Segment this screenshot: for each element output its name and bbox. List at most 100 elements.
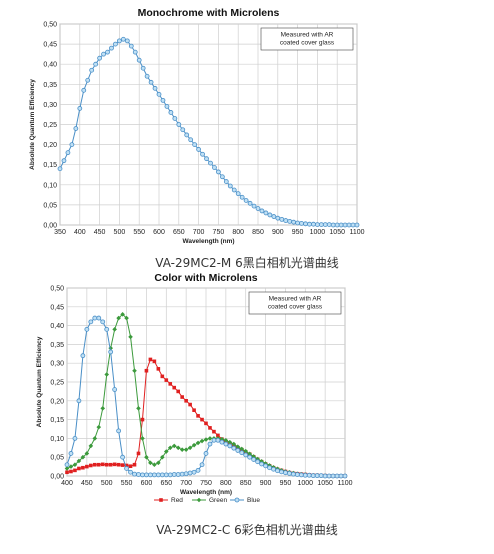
x-tick-label: 1000 bbox=[310, 229, 326, 236]
data-point bbox=[109, 45, 114, 51]
data-point bbox=[176, 389, 180, 394]
data-point bbox=[263, 210, 269, 216]
y-tick-label: 0,40 bbox=[43, 62, 57, 69]
y-tick-label: 0,05 bbox=[43, 202, 57, 209]
data-point bbox=[247, 200, 253, 206]
data-point bbox=[191, 442, 197, 448]
legend-marker bbox=[234, 497, 240, 503]
data-point bbox=[72, 435, 78, 441]
data-point bbox=[144, 73, 150, 79]
data-point bbox=[227, 183, 233, 189]
data-point bbox=[93, 61, 99, 67]
data-point bbox=[330, 473, 336, 479]
data-point bbox=[326, 473, 332, 479]
data-point bbox=[140, 417, 145, 422]
x-tick-label: 450 bbox=[94, 229, 106, 236]
data-point bbox=[167, 472, 173, 478]
data-point bbox=[191, 469, 197, 475]
legend-item-blue: Blue bbox=[230, 497, 260, 504]
data-point bbox=[291, 219, 297, 225]
x-tick-label: 400 bbox=[61, 480, 73, 487]
data-point bbox=[140, 65, 146, 71]
data-point bbox=[164, 104, 170, 109]
data-point bbox=[298, 472, 304, 478]
data-point bbox=[124, 463, 129, 468]
data-point bbox=[330, 222, 336, 228]
data-point bbox=[163, 449, 169, 454]
data-point bbox=[156, 91, 162, 97]
data-point bbox=[350, 222, 356, 228]
data-point bbox=[267, 212, 273, 218]
data-point bbox=[183, 447, 189, 452]
data-point bbox=[132, 368, 137, 374]
data-point bbox=[310, 473, 316, 479]
data-point bbox=[200, 151, 205, 157]
data-point bbox=[211, 437, 217, 443]
chart-color: Color with Microlens 400 450 500 550 600 650 70… bbox=[36, 272, 353, 504]
data-point bbox=[243, 448, 249, 454]
data-point bbox=[116, 462, 121, 467]
data-point bbox=[212, 165, 217, 170]
data-point bbox=[187, 445, 193, 451]
data-point bbox=[207, 441, 213, 447]
data-point bbox=[136, 57, 142, 63]
data-point bbox=[92, 436, 98, 441]
data-point bbox=[168, 382, 173, 386]
data-point bbox=[100, 319, 106, 325]
y-tick-label: 0,15 bbox=[43, 162, 57, 169]
data-point bbox=[251, 457, 257, 462]
data-point bbox=[287, 218, 293, 224]
data-point bbox=[160, 97, 166, 103]
data-point bbox=[235, 191, 241, 197]
data-point bbox=[132, 471, 137, 477]
x-tick-label: 950 bbox=[292, 229, 304, 236]
data-point bbox=[223, 437, 229, 443]
x-tick-label: 1050 bbox=[329, 229, 345, 236]
data-point bbox=[68, 451, 74, 456]
data-point bbox=[231, 441, 237, 447]
data-point bbox=[188, 137, 194, 143]
data-point bbox=[263, 463, 268, 469]
data-point bbox=[152, 359, 157, 364]
data-point bbox=[271, 466, 276, 472]
y-tick-label: 0,00 bbox=[43, 223, 57, 230]
data-point bbox=[100, 406, 106, 411]
data-point bbox=[195, 440, 201, 446]
y-tick-label: 0,30 bbox=[50, 361, 64, 368]
data-point bbox=[69, 469, 73, 474]
y-tick-label: 0,25 bbox=[43, 122, 57, 129]
data-point bbox=[73, 468, 77, 473]
note-line: Measured with AR bbox=[281, 32, 334, 39]
data-point bbox=[179, 447, 185, 452]
data-point bbox=[259, 461, 265, 467]
x-tick-label: 450 bbox=[81, 480, 93, 487]
data-point bbox=[76, 398, 82, 404]
data-point bbox=[132, 462, 137, 467]
data-point bbox=[77, 466, 81, 471]
data-point bbox=[144, 472, 149, 478]
data-point bbox=[85, 464, 89, 469]
x-tick-label: 600 bbox=[141, 480, 153, 487]
data-point bbox=[227, 439, 233, 445]
y-tick-label: 0,45 bbox=[50, 304, 64, 311]
data-point bbox=[184, 132, 190, 138]
data-point bbox=[96, 424, 102, 430]
data-point bbox=[160, 454, 165, 460]
data-point bbox=[148, 79, 154, 85]
data-point bbox=[290, 471, 296, 477]
data-point bbox=[120, 454, 125, 460]
data-point bbox=[231, 445, 237, 451]
data-point bbox=[124, 466, 129, 471]
data-point bbox=[61, 158, 67, 164]
data-point bbox=[219, 174, 225, 180]
data-point bbox=[199, 438, 205, 444]
x-tick-label: 900 bbox=[272, 229, 284, 236]
data-point bbox=[92, 315, 98, 321]
data-point bbox=[199, 462, 205, 468]
data-point bbox=[88, 319, 94, 325]
data-point bbox=[203, 437, 209, 442]
data-point bbox=[338, 473, 344, 479]
data-point bbox=[85, 77, 91, 83]
data-point bbox=[342, 473, 348, 479]
